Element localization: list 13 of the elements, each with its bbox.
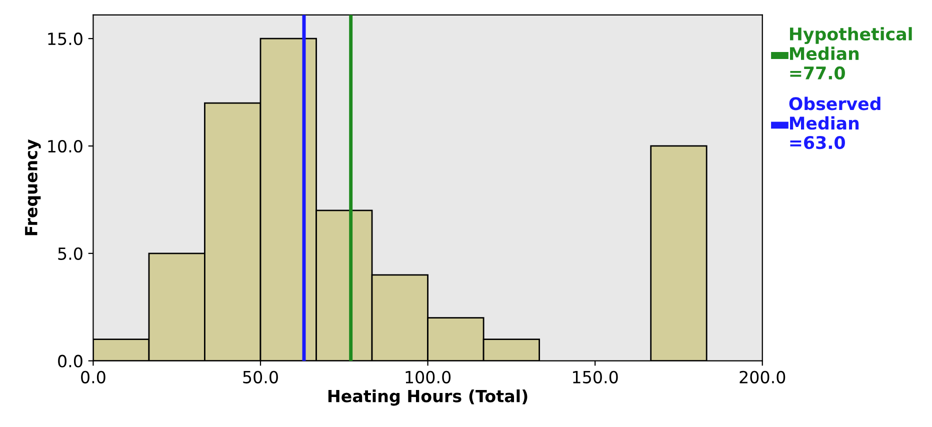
ref-line-label: Observed Median =63.0	[789, 96, 880, 150]
y-tick-label: 10.0	[48, 140, 82, 153]
y-tick-label: 15.0	[48, 32, 82, 46]
y-tick-label: 5.0	[58, 247, 82, 260]
x-tick-label: 100.0	[406, 370, 451, 384]
y-tick-label: 0.0	[58, 354, 82, 368]
x-tick-label: 0.0	[81, 370, 106, 384]
x-tick-label: 150.0	[573, 370, 618, 384]
ref-line-label: Hypothetical Median =77.0	[790, 27, 912, 80]
x-axis-title: Heating Hours (Total)	[328, 389, 528, 406]
x-tick-label: 50.0	[243, 370, 278, 384]
y-axis-title: Frequency	[25, 139, 41, 236]
x-tick-label: 200.0	[740, 370, 786, 384]
